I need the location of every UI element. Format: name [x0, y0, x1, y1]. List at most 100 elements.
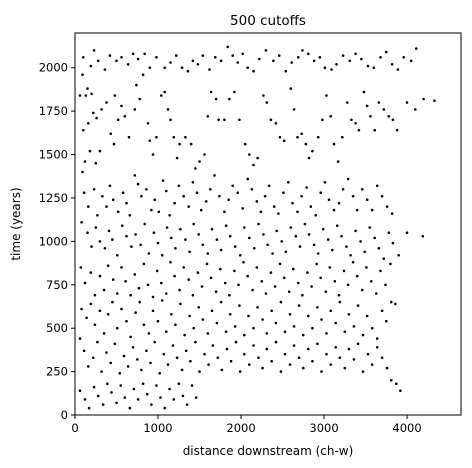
data-point-182: [218, 194, 221, 198]
data-point-322: [214, 290, 218, 294]
data-point-121: [258, 57, 261, 61]
data-point-421: [347, 313, 351, 316]
data-point-253: [228, 234, 232, 238]
data-point-222: [90, 245, 93, 248]
data-point-8: [95, 116, 98, 120]
data-point-142: [385, 50, 388, 54]
data-point-404: [270, 309, 274, 313]
data-point-526: [181, 394, 185, 398]
data-point-316: [187, 278, 190, 281]
data-point-234: [143, 222, 146, 226]
data-point-173: [177, 184, 181, 188]
data-point-207: [332, 208, 336, 212]
data-point-471: [257, 356, 260, 360]
data-point-176: [191, 181, 195, 184]
data-point-312: [169, 260, 172, 264]
data-point-5: [87, 122, 90, 125]
data-point-490: [343, 366, 347, 370]
data-point-165: [145, 188, 148, 191]
data-point-524: [172, 398, 176, 401]
data-point-95: [108, 54, 112, 57]
data-point-128: [301, 49, 304, 52]
data-point-10: [81, 170, 84, 174]
data-point-449: [158, 372, 161, 375]
data-point-319: [200, 285, 204, 288]
data-point-139: [366, 64, 370, 68]
data-point-193: [267, 184, 271, 188]
data-point-9: [83, 160, 87, 163]
data-point-463: [220, 368, 224, 372]
data-point-512: [119, 384, 122, 387]
data-point-428: [380, 309, 384, 313]
data-point-42: [203, 153, 206, 156]
data-point-354: [360, 288, 364, 292]
data-point-475: [274, 340, 278, 344]
y-axis-label: time (years): [9, 187, 23, 260]
data-point-456: [189, 359, 192, 363]
x-tick-label-0: 0: [71, 421, 78, 435]
data-point-505: [87, 406, 91, 410]
data-point-108: [186, 69, 190, 73]
data-point-124: [277, 54, 281, 57]
data-point-97: [120, 56, 123, 59]
data-point-158: [116, 210, 120, 214]
data-point-336: [278, 262, 282, 266]
data-point-493: [356, 342, 360, 346]
data-point-501: [395, 382, 398, 386]
data-point-69: [321, 118, 324, 122]
data-point-224: [98, 240, 102, 243]
data-point-117: [236, 61, 239, 64]
data-point-279: [349, 254, 352, 257]
data-point-134: [335, 63, 338, 66]
data-point-261: [266, 243, 269, 247]
data-point-393: [219, 300, 223, 304]
data-point-55: [262, 94, 265, 97]
data-point-147: [414, 47, 418, 50]
data-point-280: [354, 229, 357, 233]
data-point-44: [209, 90, 213, 94]
data-point-389: [201, 318, 205, 321]
data-point-408: [288, 313, 292, 316]
data-point-297: [102, 288, 106, 292]
data-point-71: [329, 115, 333, 118]
data-point-202: [309, 205, 313, 208]
data-point-168: [157, 210, 161, 214]
data-point-233: [139, 243, 142, 247]
data-point-256: [243, 226, 246, 229]
data-point-295: [93, 293, 97, 297]
data-point-520: [155, 384, 158, 387]
data-point-381: [165, 330, 168, 334]
data-point-140: [372, 66, 376, 69]
data-point-92: [92, 49, 96, 52]
data-point-528: [190, 384, 194, 387]
data-point-462: [216, 356, 220, 360]
data-point-3: [84, 94, 88, 97]
data-point-349: [337, 293, 341, 297]
data-point-11: [88, 149, 92, 153]
data-point-26: [141, 73, 145, 76]
data-point-446: [145, 349, 148, 353]
data-point-18: [116, 118, 120, 122]
data-point-284: [373, 236, 377, 240]
plot-frame: [74, 32, 462, 416]
data-point-443: [131, 346, 135, 349]
data-point-444: [136, 358, 139, 361]
data-point-1: [81, 73, 84, 76]
data-point-357: [375, 292, 378, 295]
data-point-238: [160, 254, 164, 257]
data-point-447: [149, 361, 152, 365]
data-point-217: [380, 194, 384, 198]
data-point-21: [123, 115, 127, 118]
data-point-136: [348, 59, 352, 63]
data-point-478: [288, 363, 292, 366]
data-point-174: [182, 194, 185, 198]
data-point-294: [89, 271, 93, 274]
data-point-303: [129, 293, 132, 297]
data-point-123: [272, 59, 275, 63]
data-point-343: [310, 285, 313, 288]
data-point-82: [373, 128, 377, 132]
data-point-229: [121, 224, 124, 227]
data-point-22: [127, 135, 131, 139]
data-point-41: [198, 160, 201, 163]
data-point-395: [228, 313, 232, 316]
